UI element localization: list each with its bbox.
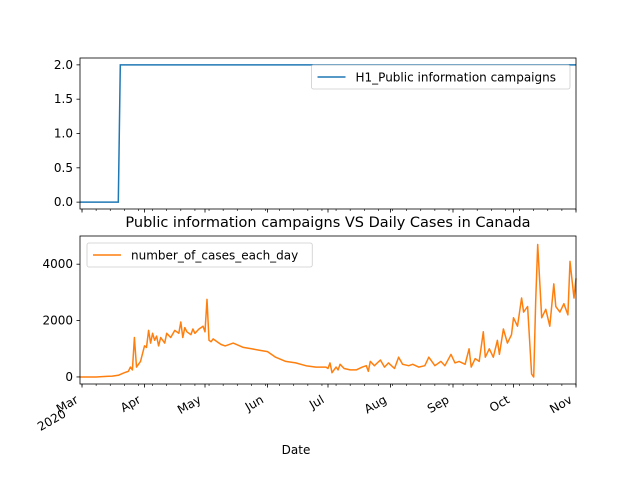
bottom-xtick-label: Jul bbox=[306, 392, 326, 412]
top-ytick-label: 1.5 bbox=[54, 92, 73, 106]
top-subplot: 0.0 0.5 1.0 1.5 2.0 H1_Public information ca… bbox=[54, 57, 577, 213]
bottom-legend: number_of_cases_each_day bbox=[86, 242, 313, 268]
bottom-axes-frame bbox=[79, 235, 577, 385]
chart-title: Public information campaigns VS Daily Ca… bbox=[125, 215, 530, 231]
top-axes-frame bbox=[79, 57, 577, 210]
top-ytick-label: 2.0 bbox=[54, 58, 73, 72]
bottom-ytick-label: 4000 bbox=[42, 257, 73, 271]
bottom-y-axis-ticks: 0 2000 4000 bbox=[42, 257, 80, 384]
bottom-ytick-label: 0 bbox=[65, 370, 73, 384]
top-legend: H1_Public information campaigns bbox=[311, 64, 571, 90]
top-ytick-label: 0.0 bbox=[54, 195, 73, 209]
bottom-legend-box bbox=[86, 242, 313, 268]
x-axis-label: Date bbox=[282, 443, 311, 457]
top-y-axis-ticks: 0.0 0.5 1.0 1.5 2.0 bbox=[54, 58, 80, 209]
top-legend-box bbox=[311, 64, 571, 90]
bottom-ytick-label: 2000 bbox=[42, 314, 73, 328]
top-ytick-label: 1.0 bbox=[54, 127, 73, 141]
number-of-cases-each-day-line bbox=[80, 243, 577, 378]
top-legend-label: H1_Public information campaigns bbox=[356, 71, 556, 85]
top-ytick-label: 0.5 bbox=[54, 161, 73, 175]
bottom-legend-label: number_of_cases_each_day bbox=[131, 249, 298, 263]
